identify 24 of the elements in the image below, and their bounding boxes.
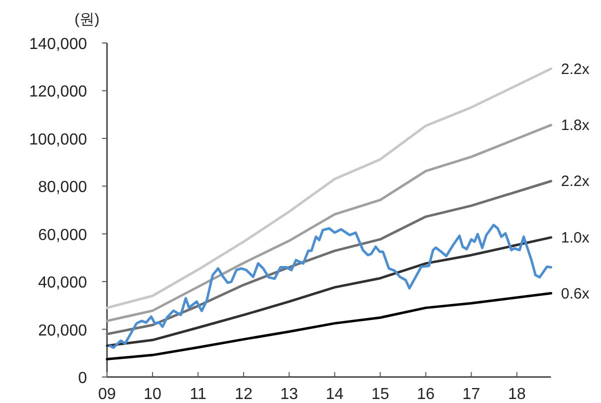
y-tick-label: 20,000 [38, 322, 88, 340]
series-label: 2.2x [561, 173, 590, 190]
x-tick-label: 09 [98, 386, 116, 403]
series-label: 1.8x [561, 117, 590, 134]
y-tick-label: 120,000 [29, 84, 88, 101]
series-label: 2.2x [561, 60, 590, 78]
x-tick-label: 14 [326, 386, 344, 403]
x-tick-label: 11 [190, 386, 206, 403]
x-tick-label: 13 [280, 386, 298, 403]
y-tick-label: 40,000 [38, 274, 88, 292]
x-tick-label: 16 [416, 386, 435, 403]
y-tick-label: 100,000 [29, 131, 88, 148]
x-tick-label: 10 [144, 386, 162, 403]
series-label: 0.6x [561, 285, 590, 302]
y-tick-label: 140,000 [29, 36, 88, 53]
x-tick-label: 18 [508, 386, 526, 403]
x-tick-label: 12 [234, 386, 253, 403]
y-tick-label: 80,000 [38, 179, 88, 196]
x-tick-label: 17 [462, 386, 480, 403]
series-label: 1.0x [561, 229, 590, 246]
x-tick-label: 15 [371, 386, 390, 403]
y-tick-label: 60,000 [38, 226, 88, 244]
y-tick-label: 0 [78, 370, 88, 387]
y-axis-title: (원) [74, 11, 100, 28]
